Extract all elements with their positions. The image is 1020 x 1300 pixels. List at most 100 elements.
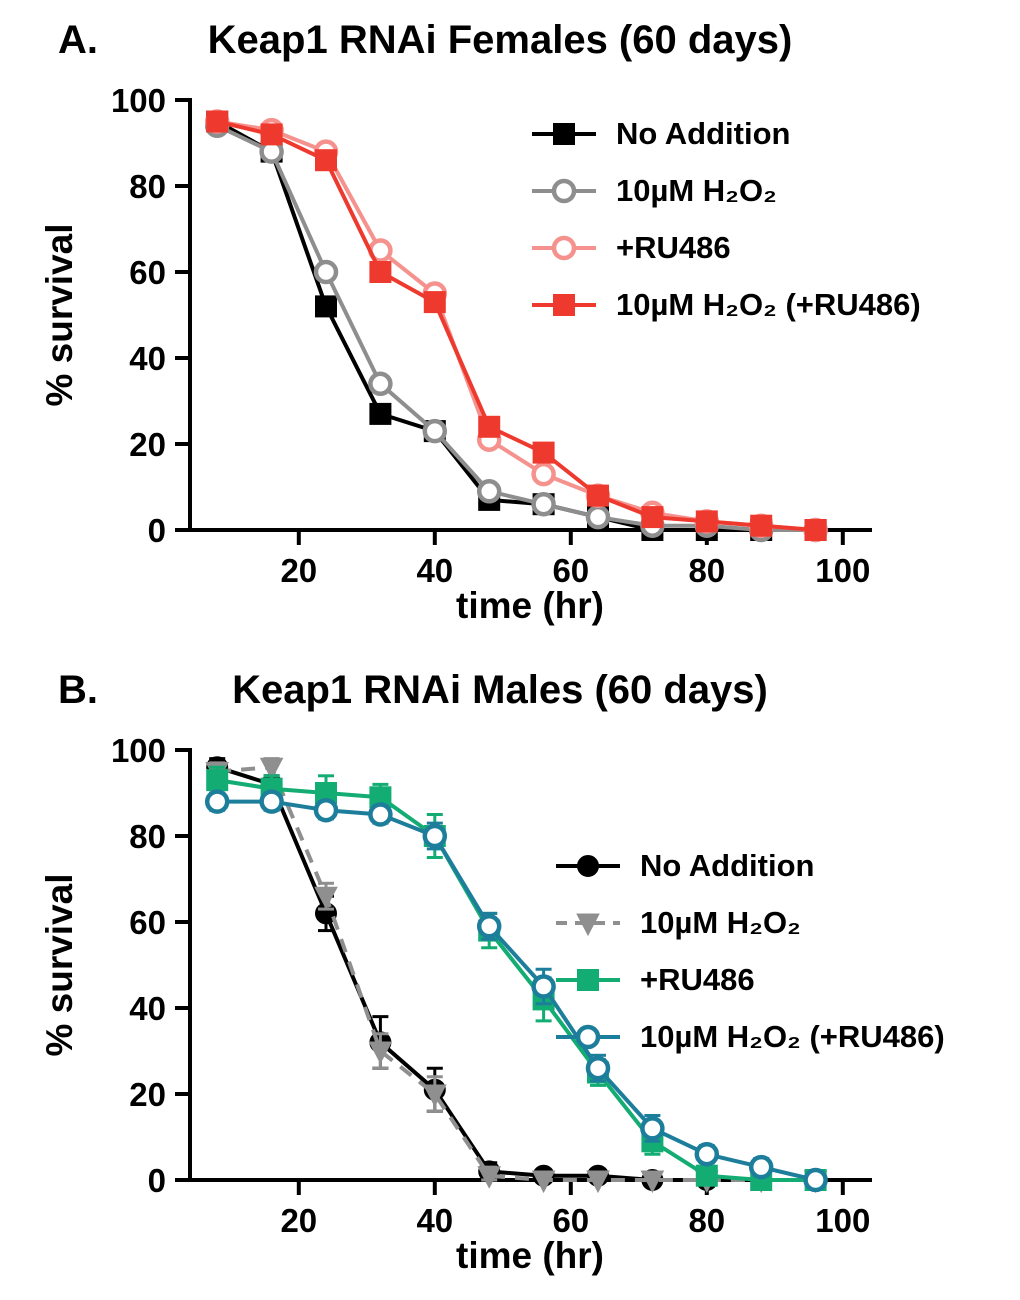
data-marker: [551, 178, 577, 204]
legend-label: 10µM H₂O₂ (+RU486): [616, 287, 921, 322]
legend-item: No Addition: [552, 848, 945, 884]
data-marker: [585, 504, 611, 530]
data-marker: [259, 757, 284, 781]
legend-swatch-square-icon: [532, 123, 596, 145]
data-marker: [577, 855, 599, 877]
chart-text: % survival: [39, 223, 80, 406]
legend-item: +RU486: [552, 962, 945, 998]
chart-text: 20: [280, 552, 317, 589]
legend-label: 10µM H₂O₂: [616, 173, 777, 208]
panel-b-label: B.: [58, 668, 98, 712]
legend-label: +RU486: [640, 962, 755, 997]
legend-swatch-circle-icon: [556, 855, 620, 877]
chart-text: time (hr): [456, 585, 604, 626]
panel-b-title: Keap1 RNAi Males (60 days): [232, 668, 768, 712]
survival-chart-females: 0 20 40 60 80 100 20 40 60 80 100 % survival time (h…: [39, 82, 872, 626]
data-marker: [532, 441, 555, 464]
data-marker: [313, 259, 339, 285]
legend-item: 10µM H₂O₂ (+RU486): [528, 287, 921, 323]
chart-text: 0: [148, 512, 166, 549]
data-marker: [422, 418, 448, 444]
legend-item: +RU486: [528, 230, 921, 266]
chart-text: 60: [129, 904, 166, 941]
legend-swatch-circle-icon: [532, 235, 596, 261]
chart-text: 80: [688, 552, 725, 589]
data-marker: [422, 823, 448, 849]
chart-text: 60: [129, 254, 166, 291]
chart-text: 40: [129, 990, 166, 1027]
legend-swatch-circle-icon: [556, 1024, 620, 1050]
chart-text: % survival: [39, 873, 80, 1056]
data-marker: [695, 510, 718, 533]
legend-item: 10µM H₂O₂ (+RU486): [552, 1019, 945, 1055]
data-marker: [206, 110, 229, 133]
legend-swatch-square-icon: [532, 294, 596, 316]
chart-text: 20: [129, 1076, 166, 1113]
legend-label: 10µM H₂O₂: [640, 905, 801, 940]
data-marker: [586, 1170, 610, 1194]
chart-text: 0: [148, 1162, 166, 1199]
legend-item: 10µM H₂O₂: [528, 173, 921, 209]
legend-item: 10µM H₂O₂: [552, 905, 945, 941]
chart-text: time (hr): [456, 1235, 604, 1276]
data-marker: [477, 1166, 502, 1189]
data-marker: [531, 461, 556, 487]
data-marker: [748, 1154, 774, 1180]
data-marker: [260, 123, 283, 146]
data-marker: [587, 484, 609, 507]
chart-text: 40: [416, 1202, 453, 1239]
data-marker: [478, 415, 501, 438]
data-marker: [369, 402, 392, 425]
legend-females: No Addition 10µM H₂O₂ +RU486 10µM H₂O₂ (+RU…: [528, 116, 921, 323]
data-marker: [694, 1141, 720, 1167]
legend-swatch-square-icon: [556, 969, 620, 991]
chart-text: 100: [111, 732, 166, 769]
panel-b: B. Keap1 RNAi Males (60 days) 0 20 40 60 80 1…: [0, 650, 1020, 1300]
panel-a-label: A.: [58, 18, 98, 62]
chart-text: 100: [815, 552, 870, 589]
data-marker: [640, 1116, 665, 1141]
legend-label: +RU486: [616, 230, 731, 265]
data-marker: [585, 1055, 611, 1081]
legend-label: No Addition: [640, 848, 815, 883]
chart-text: 20: [280, 1202, 317, 1239]
data-marker: [641, 506, 664, 529]
data-marker: [577, 969, 599, 991]
data-marker: [315, 149, 337, 172]
chart-text: 40: [416, 552, 453, 589]
data-marker: [368, 802, 393, 827]
data-marker: [368, 1041, 393, 1065]
panel-a-title: Keap1 RNAi Females (60 days): [207, 18, 793, 62]
legend-item: No Addition: [528, 116, 921, 152]
data-marker: [695, 1164, 718, 1187]
data-marker: [804, 519, 827, 541]
data-marker: [553, 294, 575, 316]
chart-text: 40: [129, 340, 166, 377]
data-marker: [531, 491, 556, 517]
chart-text: 20: [129, 426, 166, 463]
data-marker: [575, 1024, 601, 1050]
legend-label: 10µM H₂O₂ (+RU486): [640, 1019, 945, 1054]
survival-chart-males: 0 20 40 60 80 100 20 40 60 80 100 % survival time (h…: [39, 732, 872, 1276]
legend-males: No Addition 10µM H₂O₂ +RU486 10µM H₂O₂ (+RU…: [552, 848, 945, 1055]
data-marker: [640, 1170, 665, 1194]
data-marker: [553, 123, 575, 145]
panel-a: A. Keap1 RNAi Females (60 days) 0 20 40 60 8…: [39, 18, 921, 626]
data-marker: [803, 1167, 828, 1193]
data-marker: [315, 295, 337, 318]
chart-text: 100: [815, 1202, 870, 1239]
data-marker: [368, 371, 393, 397]
data-marker: [531, 974, 556, 999]
legend-swatch-circle-icon: [532, 178, 596, 204]
data-marker: [531, 1170, 556, 1194]
data-marker: [576, 913, 600, 937]
data-marker: [476, 914, 502, 939]
data-marker: [476, 479, 502, 504]
chart-text: 80: [688, 1202, 725, 1239]
chart-text: 80: [129, 168, 166, 205]
chart-text: 80: [129, 818, 166, 855]
data-marker: [551, 235, 577, 261]
data-marker: [259, 789, 284, 814]
chart-text: 60: [552, 1202, 589, 1239]
chart-text: 100: [111, 82, 166, 119]
